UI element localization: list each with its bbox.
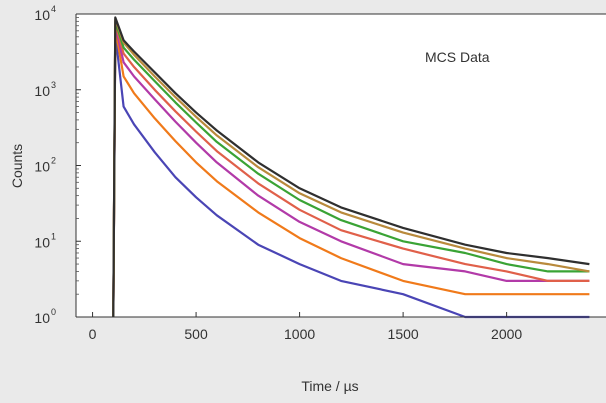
- series-line-1: [112, 16, 590, 318]
- y-tick-label: 10: [34, 310, 50, 326]
- x-axis: 0 500 1000 1500 2000: [89, 312, 522, 342]
- series-line-6: [112, 27, 590, 318]
- x-tick-label: 500: [184, 326, 208, 342]
- series-line-4: [112, 22, 590, 318]
- series-layer: [112, 16, 590, 319]
- plot-area: [76, 14, 606, 317]
- x-tick-label: 2000: [491, 326, 522, 342]
- annotation-mcs-data: MCS Data: [425, 49, 490, 65]
- x-tick-label: 0: [89, 326, 97, 342]
- x-tick-label: 1000: [284, 326, 315, 342]
- series-line-2: [112, 18, 590, 318]
- x-axis-label: Time / µs: [301, 378, 358, 394]
- y-tick-label: 10: [34, 83, 50, 99]
- y-tick-exponent: 1: [51, 231, 56, 241]
- y-tick-label: 10: [34, 7, 50, 23]
- y-tick-exponent: 2: [51, 156, 56, 166]
- y-tick-exponent: 3: [51, 80, 56, 90]
- y-tick-label: 10: [34, 234, 50, 250]
- series-line-5: [112, 24, 590, 318]
- x-tick-label: 1500: [388, 326, 419, 342]
- y-tick-exponent: 4: [51, 4, 56, 14]
- series-line-3: [112, 20, 590, 318]
- y-tick-label: 10: [34, 159, 50, 175]
- y-axis-label: Counts: [9, 144, 25, 188]
- y-tick-exponent: 0: [51, 307, 56, 317]
